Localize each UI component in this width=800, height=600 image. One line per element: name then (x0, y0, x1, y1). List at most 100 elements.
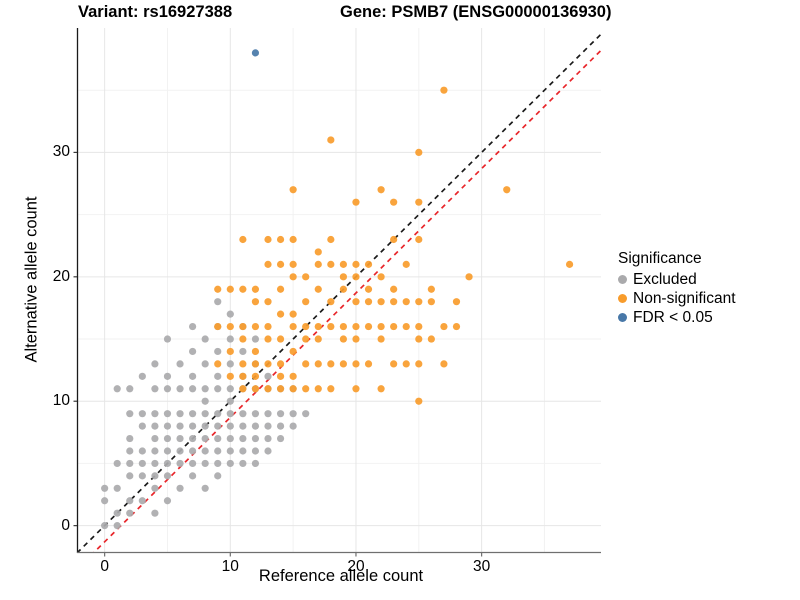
data-point (138, 410, 146, 418)
data-point (239, 459, 247, 468)
data-point (302, 410, 310, 418)
data-point (151, 385, 159, 393)
data-point (176, 447, 184, 455)
data-point (289, 385, 297, 393)
data-point (189, 459, 197, 468)
data-point (214, 322, 222, 331)
data-point (239, 335, 247, 343)
data-point (390, 285, 398, 293)
data-point (151, 484, 159, 492)
data-point (151, 447, 159, 455)
data-point (226, 422, 234, 430)
data-point (239, 385, 247, 393)
data-point (138, 472, 146, 480)
data-point (176, 385, 184, 393)
data-point (214, 347, 222, 356)
data-point (289, 310, 297, 318)
data-point (289, 372, 297, 380)
data-point (289, 186, 297, 194)
data-point (226, 434, 234, 443)
data-point (302, 335, 310, 343)
data-point (239, 410, 247, 418)
data-point (402, 360, 410, 368)
data-point (289, 273, 297, 281)
data-point (264, 298, 272, 306)
data-point (126, 447, 134, 455)
data-point (327, 360, 335, 368)
data-point (339, 335, 347, 343)
data-point (189, 322, 197, 331)
data-point (276, 285, 285, 293)
y-tick-label: 20 (52, 267, 70, 285)
data-point (314, 385, 322, 393)
data-point (113, 522, 121, 530)
data-point (327, 385, 335, 393)
data-point (189, 347, 197, 356)
data-point (176, 434, 184, 443)
data-point (415, 148, 423, 157)
data-point (176, 422, 184, 430)
legend-item[interactable]: Excluded (618, 270, 793, 289)
data-point (214, 385, 222, 393)
data-point (289, 260, 297, 268)
data-point (101, 484, 109, 492)
data-point (214, 410, 222, 418)
data-point (352, 260, 360, 268)
data-point (201, 484, 209, 492)
data-point (201, 385, 209, 393)
data-point (201, 459, 209, 468)
scatter-plot-svg (73, 28, 601, 557)
data-point (377, 273, 385, 281)
data-point (226, 285, 234, 293)
data-point (264, 335, 272, 343)
data-point (415, 235, 423, 244)
data-point (113, 459, 121, 468)
data-point (264, 434, 272, 443)
data-point (440, 322, 448, 331)
data-point (440, 360, 448, 368)
data-point (138, 422, 146, 430)
data-point (251, 335, 260, 343)
data-point (226, 447, 234, 455)
data-point (352, 335, 360, 343)
data-point (264, 372, 272, 380)
data-point (364, 322, 373, 331)
data-point (226, 335, 234, 343)
data-point (214, 447, 222, 455)
data-point (264, 385, 272, 393)
data-point (302, 273, 310, 281)
data-point (314, 335, 322, 343)
data-point (251, 447, 260, 455)
data-point (289, 347, 297, 356)
data-point (276, 260, 285, 268)
data-point (239, 434, 247, 443)
data-point (352, 198, 360, 206)
data-point (364, 260, 373, 268)
x-tick-label: 20 (347, 558, 365, 575)
data-point (276, 372, 285, 380)
data-point (276, 385, 285, 393)
data-point (163, 410, 172, 418)
data-point (352, 385, 360, 393)
data-point (390, 235, 398, 244)
data-point (276, 434, 285, 443)
data-point (151, 422, 159, 430)
data-point (415, 298, 423, 306)
data-point (377, 298, 385, 306)
legend-item[interactable]: FDR < 0.05 (618, 308, 793, 327)
data-point (126, 410, 134, 418)
data-point (415, 335, 423, 343)
data-point (377, 322, 385, 331)
data-point (339, 273, 347, 281)
data-point (415, 198, 423, 206)
data-point (151, 509, 159, 517)
data-point (339, 322, 347, 331)
data-point (302, 322, 310, 331)
legend-swatch-icon (618, 275, 627, 284)
legend-item[interactable]: Non-significant (618, 289, 793, 308)
data-point (226, 322, 234, 331)
data-point (201, 434, 209, 443)
data-point (402, 322, 410, 331)
data-point (364, 285, 373, 293)
